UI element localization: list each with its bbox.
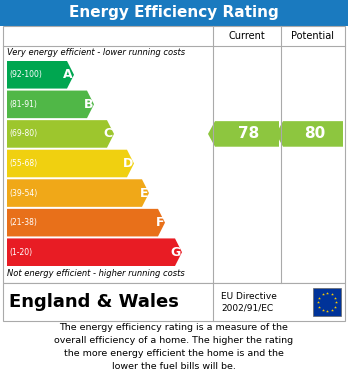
Text: England & Wales: England & Wales bbox=[9, 293, 179, 311]
Text: (81-91): (81-91) bbox=[9, 100, 37, 109]
Polygon shape bbox=[7, 179, 149, 207]
Text: Not energy efficient - higher running costs: Not energy efficient - higher running co… bbox=[7, 269, 185, 278]
Polygon shape bbox=[7, 150, 134, 177]
Text: Very energy efficient - lower running costs: Very energy efficient - lower running co… bbox=[7, 48, 185, 57]
Text: (39-54): (39-54) bbox=[9, 188, 37, 197]
Text: C: C bbox=[104, 127, 113, 140]
Polygon shape bbox=[7, 120, 114, 148]
Polygon shape bbox=[276, 121, 343, 147]
Polygon shape bbox=[7, 91, 94, 118]
Text: The energy efficiency rating is a measure of the
overall efficiency of a home. T: The energy efficiency rating is a measur… bbox=[54, 323, 294, 371]
Text: EU Directive
2002/91/EC: EU Directive 2002/91/EC bbox=[221, 292, 277, 312]
Text: (21-38): (21-38) bbox=[9, 218, 37, 227]
Polygon shape bbox=[208, 121, 279, 147]
Bar bbox=[3, 26, 345, 283]
Text: G: G bbox=[171, 246, 181, 259]
Text: D: D bbox=[123, 157, 133, 170]
Text: (69-80): (69-80) bbox=[9, 129, 37, 138]
Polygon shape bbox=[7, 61, 74, 89]
Text: (1-20): (1-20) bbox=[9, 248, 32, 257]
Text: F: F bbox=[156, 216, 164, 229]
Polygon shape bbox=[7, 239, 182, 266]
Text: Potential: Potential bbox=[292, 31, 334, 41]
Text: (92-100): (92-100) bbox=[9, 70, 42, 79]
Text: 78: 78 bbox=[238, 126, 260, 142]
Text: (55-68): (55-68) bbox=[9, 159, 37, 168]
Bar bbox=[313, 288, 341, 316]
Bar bbox=[3, 283, 345, 321]
Text: 80: 80 bbox=[304, 126, 326, 142]
Text: A: A bbox=[63, 68, 73, 81]
Text: B: B bbox=[84, 98, 93, 111]
Bar bbox=[0, 0, 348, 26]
Text: E: E bbox=[140, 187, 148, 199]
Text: Current: Current bbox=[229, 31, 266, 41]
Polygon shape bbox=[7, 209, 165, 237]
Text: Energy Efficiency Rating: Energy Efficiency Rating bbox=[69, 5, 279, 20]
